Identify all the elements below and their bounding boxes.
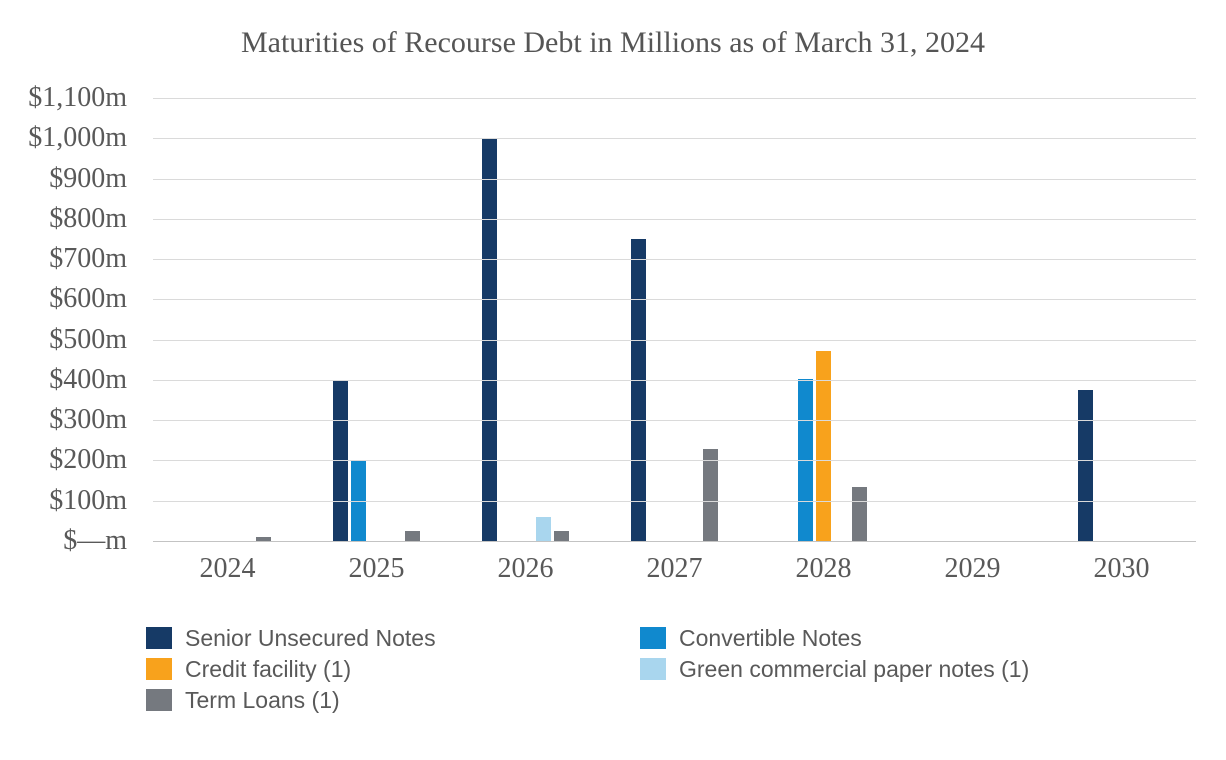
chart-title: Maturities of Recourse Debt in Millions … xyxy=(240,26,986,59)
legend-label-senior-unsecured-notes: Senior Unsecured Notes xyxy=(185,624,436,651)
x-tick-label-2024: 2024 xyxy=(199,553,256,584)
bar-term-loans-1-2026 xyxy=(553,530,569,541)
legend-item-senior-unsecured-notes: Senior Unsecured Notes xyxy=(146,624,640,651)
y-tick-label-400: $400m xyxy=(49,363,127,395)
gridline-500 xyxy=(153,339,1196,341)
bar-green-commercial-paper-notes-1-2026 xyxy=(535,516,551,541)
y-tick-label-1000: $1,000m xyxy=(28,122,127,154)
bar-group-2027 xyxy=(600,98,749,541)
x-tick-label-2026: 2026 xyxy=(497,553,554,584)
legend-item-green-commercial-paper-notes-1: Green commercial paper notes (1) xyxy=(640,655,1030,682)
gridline-900 xyxy=(153,178,1196,180)
bar-group-2025 xyxy=(302,98,451,541)
y-tick-label-900: $900m xyxy=(49,162,127,194)
bar-senior-unsecured-notes-2027 xyxy=(631,238,647,541)
y-tick-label-0: $—m xyxy=(63,525,127,556)
x-tick-label-2027: 2027 xyxy=(646,553,703,584)
legend: Senior Unsecured Notes Credit facility (1… xyxy=(146,624,1030,720)
y-tick-label-1100: $1,100m xyxy=(28,82,127,113)
legend-label-term-loans-1: Term Loans (1) xyxy=(185,686,340,713)
gridline-200 xyxy=(153,460,1196,462)
x-tick-label-2029: 2029 xyxy=(944,553,1001,584)
y-tick-label-600: $600m xyxy=(49,283,127,315)
bar-group-2029 xyxy=(898,98,1047,541)
bar-groups xyxy=(153,98,1196,541)
legend-label-green-commercial-paper-notes-1: Green commercial paper notes (1) xyxy=(679,655,1030,682)
gridline-100 xyxy=(153,500,1196,502)
gridline-700 xyxy=(153,259,1196,261)
bar-group-2030 xyxy=(1047,98,1196,541)
gridline-1100 xyxy=(153,98,1196,99)
bar-term-loans-1-2025 xyxy=(404,530,420,541)
gridline-600 xyxy=(153,299,1196,301)
x-tick-label-2030: 2030 xyxy=(1093,553,1150,584)
y-tick-label-800: $800m xyxy=(49,202,127,234)
legend-swatch-convertible-notes xyxy=(640,627,666,649)
bar-term-loans-1-2028 xyxy=(851,487,867,541)
y-tick-label-100: $100m xyxy=(49,484,127,516)
y-tick-label-200: $200m xyxy=(49,444,127,476)
y-tick-label-500: $500m xyxy=(49,323,127,355)
y-axis: $—m $100m $200m $300m $400m $500m $600m $700m $8… xyxy=(0,83,127,556)
gridline-300 xyxy=(153,420,1196,422)
x-tick-label-2025: 2025 xyxy=(348,553,405,584)
legend-swatch-senior-unsecured-notes xyxy=(146,627,172,649)
x-axis: 2024 2025 2026 2027 2028 2029 2030 xyxy=(153,553,1196,585)
gridline-1000 xyxy=(153,138,1196,140)
legend-item-term-loans-1: Term Loans (1) xyxy=(146,686,640,713)
x-tick-label-2028: 2028 xyxy=(795,553,852,584)
gridline-400 xyxy=(153,379,1196,381)
legend-label-convertible-notes: Convertible Notes xyxy=(679,624,862,651)
y-tick-label-300: $300m xyxy=(49,404,127,436)
bar-group-2024 xyxy=(153,98,302,541)
legend-swatch-credit-facility-1 xyxy=(146,658,172,680)
y-tick-label-700: $700m xyxy=(49,243,127,275)
legend-swatch-green-commercial-paper-notes-1 xyxy=(640,658,666,680)
bar-senior-unsecured-notes-2030 xyxy=(1078,389,1094,541)
plot-area xyxy=(153,98,1196,542)
bar-convertible-notes-2028 xyxy=(798,378,814,541)
legend-column-1: Senior Unsecured Notes Credit facility (1… xyxy=(146,624,640,720)
x-axis-line xyxy=(153,541,1196,542)
legend-column-2: Convertible Notes Green commercial paper … xyxy=(640,624,1030,720)
bar-term-loans-1-2024 xyxy=(255,536,271,541)
bar-credit-facility-1-2028 xyxy=(816,350,831,541)
legend-item-convertible-notes: Convertible Notes xyxy=(640,624,1029,651)
bar-group-2028 xyxy=(749,98,898,541)
gridline-800 xyxy=(153,218,1196,220)
bar-term-loans-1-2027 xyxy=(702,449,718,541)
bar-group-2026 xyxy=(451,98,600,541)
legend-swatch-term-loans-1 xyxy=(146,689,172,711)
legend-item-credit-facility-1: Credit facility (1) xyxy=(146,655,640,682)
legend-label-credit-facility-1: Credit facility (1) xyxy=(185,655,352,682)
